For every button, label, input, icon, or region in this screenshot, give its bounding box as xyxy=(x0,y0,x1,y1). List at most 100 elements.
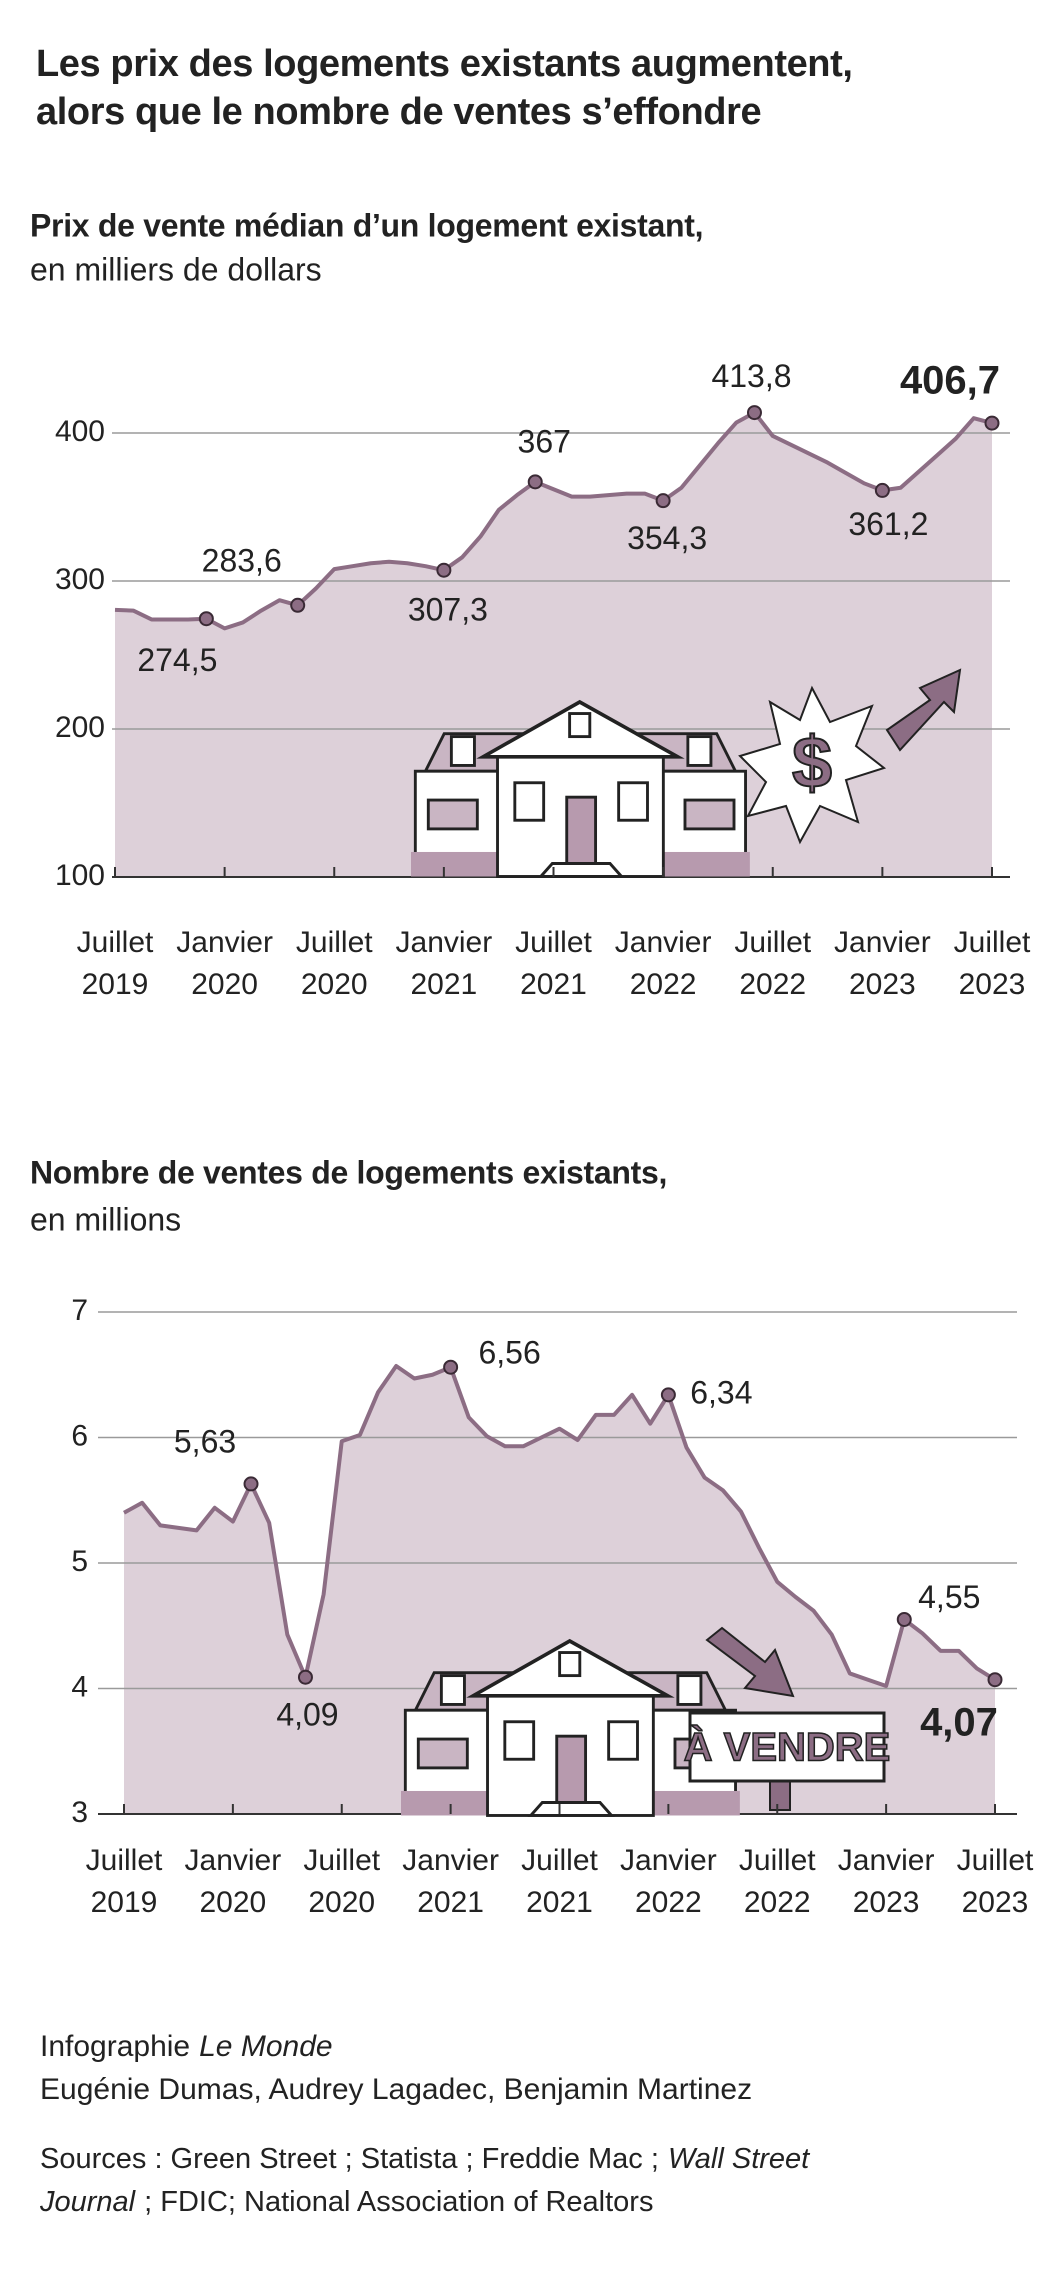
y-tick-label: 5 xyxy=(71,1545,88,1578)
page-title: alors que le nombre de ventes s’effondre xyxy=(36,91,761,133)
x-tick-label: Janvier 2021 xyxy=(402,1844,499,1919)
sources-italic: Journal xyxy=(39,2186,137,2218)
point-marker xyxy=(984,415,1000,431)
point-marker xyxy=(896,1611,912,1627)
data-label: 274,5 xyxy=(137,642,217,678)
sign-post xyxy=(769,1779,791,1811)
chart-title: Nombre de ventes de logements existants, xyxy=(30,1154,667,1190)
x-tick-label: Juillet 2021 xyxy=(515,926,592,1001)
down-arrow xyxy=(705,1626,795,1698)
page-title: Les prix des logements existants augment… xyxy=(36,43,853,85)
data-label: 406,7 xyxy=(900,359,1000,403)
chart-subtitle: en millions xyxy=(30,1201,181,1237)
point-marker xyxy=(297,1669,313,1685)
point-marker xyxy=(443,1359,459,1375)
point-marker xyxy=(660,1387,676,1403)
chart-subtitle: en milliers de dollars xyxy=(30,251,322,287)
data-label: 361,2 xyxy=(848,506,928,542)
point-marker xyxy=(746,405,762,421)
authors: Eugénie Dumas, Audrey Lagadec, Benjamin … xyxy=(40,2073,752,2106)
point-marker xyxy=(874,482,890,498)
x-tick-label: Janvier 2020 xyxy=(184,1844,282,1919)
x-tick-label-box: Juillet 2020 xyxy=(303,1844,381,1919)
for-sale-label: À VENDRE xyxy=(684,1725,891,1770)
x-tick-label-box: Janvier 2020 xyxy=(176,926,273,1001)
dollar-sign: $ xyxy=(792,723,832,803)
sources-text: Sources : Green Street ; Statista ; Fred… xyxy=(40,2143,659,2175)
x-tick-label: Juillet 2023 xyxy=(956,1844,1034,1919)
x-tick-label-box: Janvier 2020 xyxy=(184,1844,282,1919)
area xyxy=(124,1365,995,1814)
data-label: 4,55 xyxy=(918,1579,980,1615)
y-tick-label: 3 xyxy=(71,1796,88,1829)
x-tick-label-box: Janvier 2022 xyxy=(614,926,712,1001)
credit: Infographie Le Monde xyxy=(40,2030,333,2063)
data-label: 6,34 xyxy=(690,1374,752,1410)
x-tick-label-box: Juillet 2019 xyxy=(76,926,154,1001)
x-tick-label-box: Juillet 2023 xyxy=(953,926,1031,1001)
y-tick-label: 200 xyxy=(55,711,105,744)
x-tick-label-box: Janvier 2021 xyxy=(402,1844,499,1919)
up-arrow xyxy=(885,668,962,752)
x-tick-label: Janvier 2021 xyxy=(395,926,493,1001)
point-marker xyxy=(290,597,306,613)
x-tick-label: Janvier 2020 xyxy=(176,926,273,1001)
x-tick-label-box: Juillet 2022 xyxy=(734,926,812,1001)
point-marker xyxy=(436,562,452,578)
point-marker xyxy=(243,1476,259,1492)
point-marker xyxy=(527,474,543,490)
sources: Sources : Green Street ; Statista ; Fred… xyxy=(40,2143,811,2175)
data-label: 413,8 xyxy=(711,358,791,394)
data-label: 283,6 xyxy=(202,543,282,579)
x-tick-label: Janvier 2022 xyxy=(614,926,712,1001)
credit-outlet: Le Monde xyxy=(199,2030,332,2063)
point-marker xyxy=(987,1672,1003,1688)
sources: Journal; FDIC; National Association of R… xyxy=(39,2186,653,2218)
data-label: 367 xyxy=(518,423,571,459)
x-tick-label-box: Juillet 2023 xyxy=(956,1844,1034,1919)
x-tick-label: Janvier 2023 xyxy=(834,926,931,1001)
chart-title: Prix de vente médian d’un logement exist… xyxy=(30,207,703,243)
y-tick-label: 300 xyxy=(55,563,105,596)
point-marker xyxy=(655,493,671,509)
x-tick-label: Juillet 2021 xyxy=(521,1844,598,1919)
x-tick-label-box: Juillet 2021 xyxy=(521,1844,598,1919)
starburst xyxy=(738,685,887,845)
x-tick-label: Juillet 2019 xyxy=(85,1844,163,1919)
data-label: 5,63 xyxy=(174,1423,236,1459)
x-tick-label-box: Janvier 2023 xyxy=(834,926,931,1001)
x-tick-label: Juillet 2020 xyxy=(303,1844,381,1919)
x-tick-label-box: Juillet 2021 xyxy=(515,926,592,1001)
x-tick-label-box: Juillet 2022 xyxy=(738,1844,816,1919)
x-tick-label: Juillet 2022 xyxy=(738,1844,816,1919)
data-label: 6,56 xyxy=(478,1335,540,1371)
y-tick-label: 100 xyxy=(55,859,105,892)
x-tick-label: Janvier 2023 xyxy=(837,1844,935,1919)
x-tick-label-box: Janvier 2021 xyxy=(395,926,493,1001)
x-tick-label: Juillet 2023 xyxy=(953,926,1031,1001)
sources-italic: Wall Street xyxy=(668,2143,811,2175)
x-tick-label: Juillet 2020 xyxy=(295,926,373,1001)
data-label: 307,3 xyxy=(408,592,488,628)
y-tick-label: 6 xyxy=(71,1419,88,1452)
line xyxy=(114,410,993,631)
x-tick-label: Juillet 2019 xyxy=(76,926,154,1001)
line xyxy=(123,1363,997,1688)
data-label: 4,07 xyxy=(920,1700,998,1744)
credit-label: Infographie xyxy=(40,2030,190,2063)
point-marker xyxy=(198,611,214,627)
x-tick-label-box: Juillet 2020 xyxy=(295,926,373,1001)
y-tick-label: 7 xyxy=(71,1294,88,1327)
x-tick-label-box: Janvier 2023 xyxy=(837,1844,935,1919)
sign-board xyxy=(688,1711,886,1783)
y-tick-label: 400 xyxy=(55,415,105,448)
x-tick-label-box: Janvier 2022 xyxy=(620,1844,717,1919)
data-label: 354,3 xyxy=(627,520,707,556)
x-tick-label: Juillet 2022 xyxy=(734,926,812,1001)
y-tick-label: 4 xyxy=(71,1670,88,1703)
x-tick-label-box: Juillet 2019 xyxy=(85,1844,163,1919)
data-label: 4,09 xyxy=(276,1697,338,1733)
x-tick-label: Janvier 2022 xyxy=(620,1844,717,1919)
sources-text: ; FDIC; National Association of Realtors xyxy=(144,2186,653,2218)
